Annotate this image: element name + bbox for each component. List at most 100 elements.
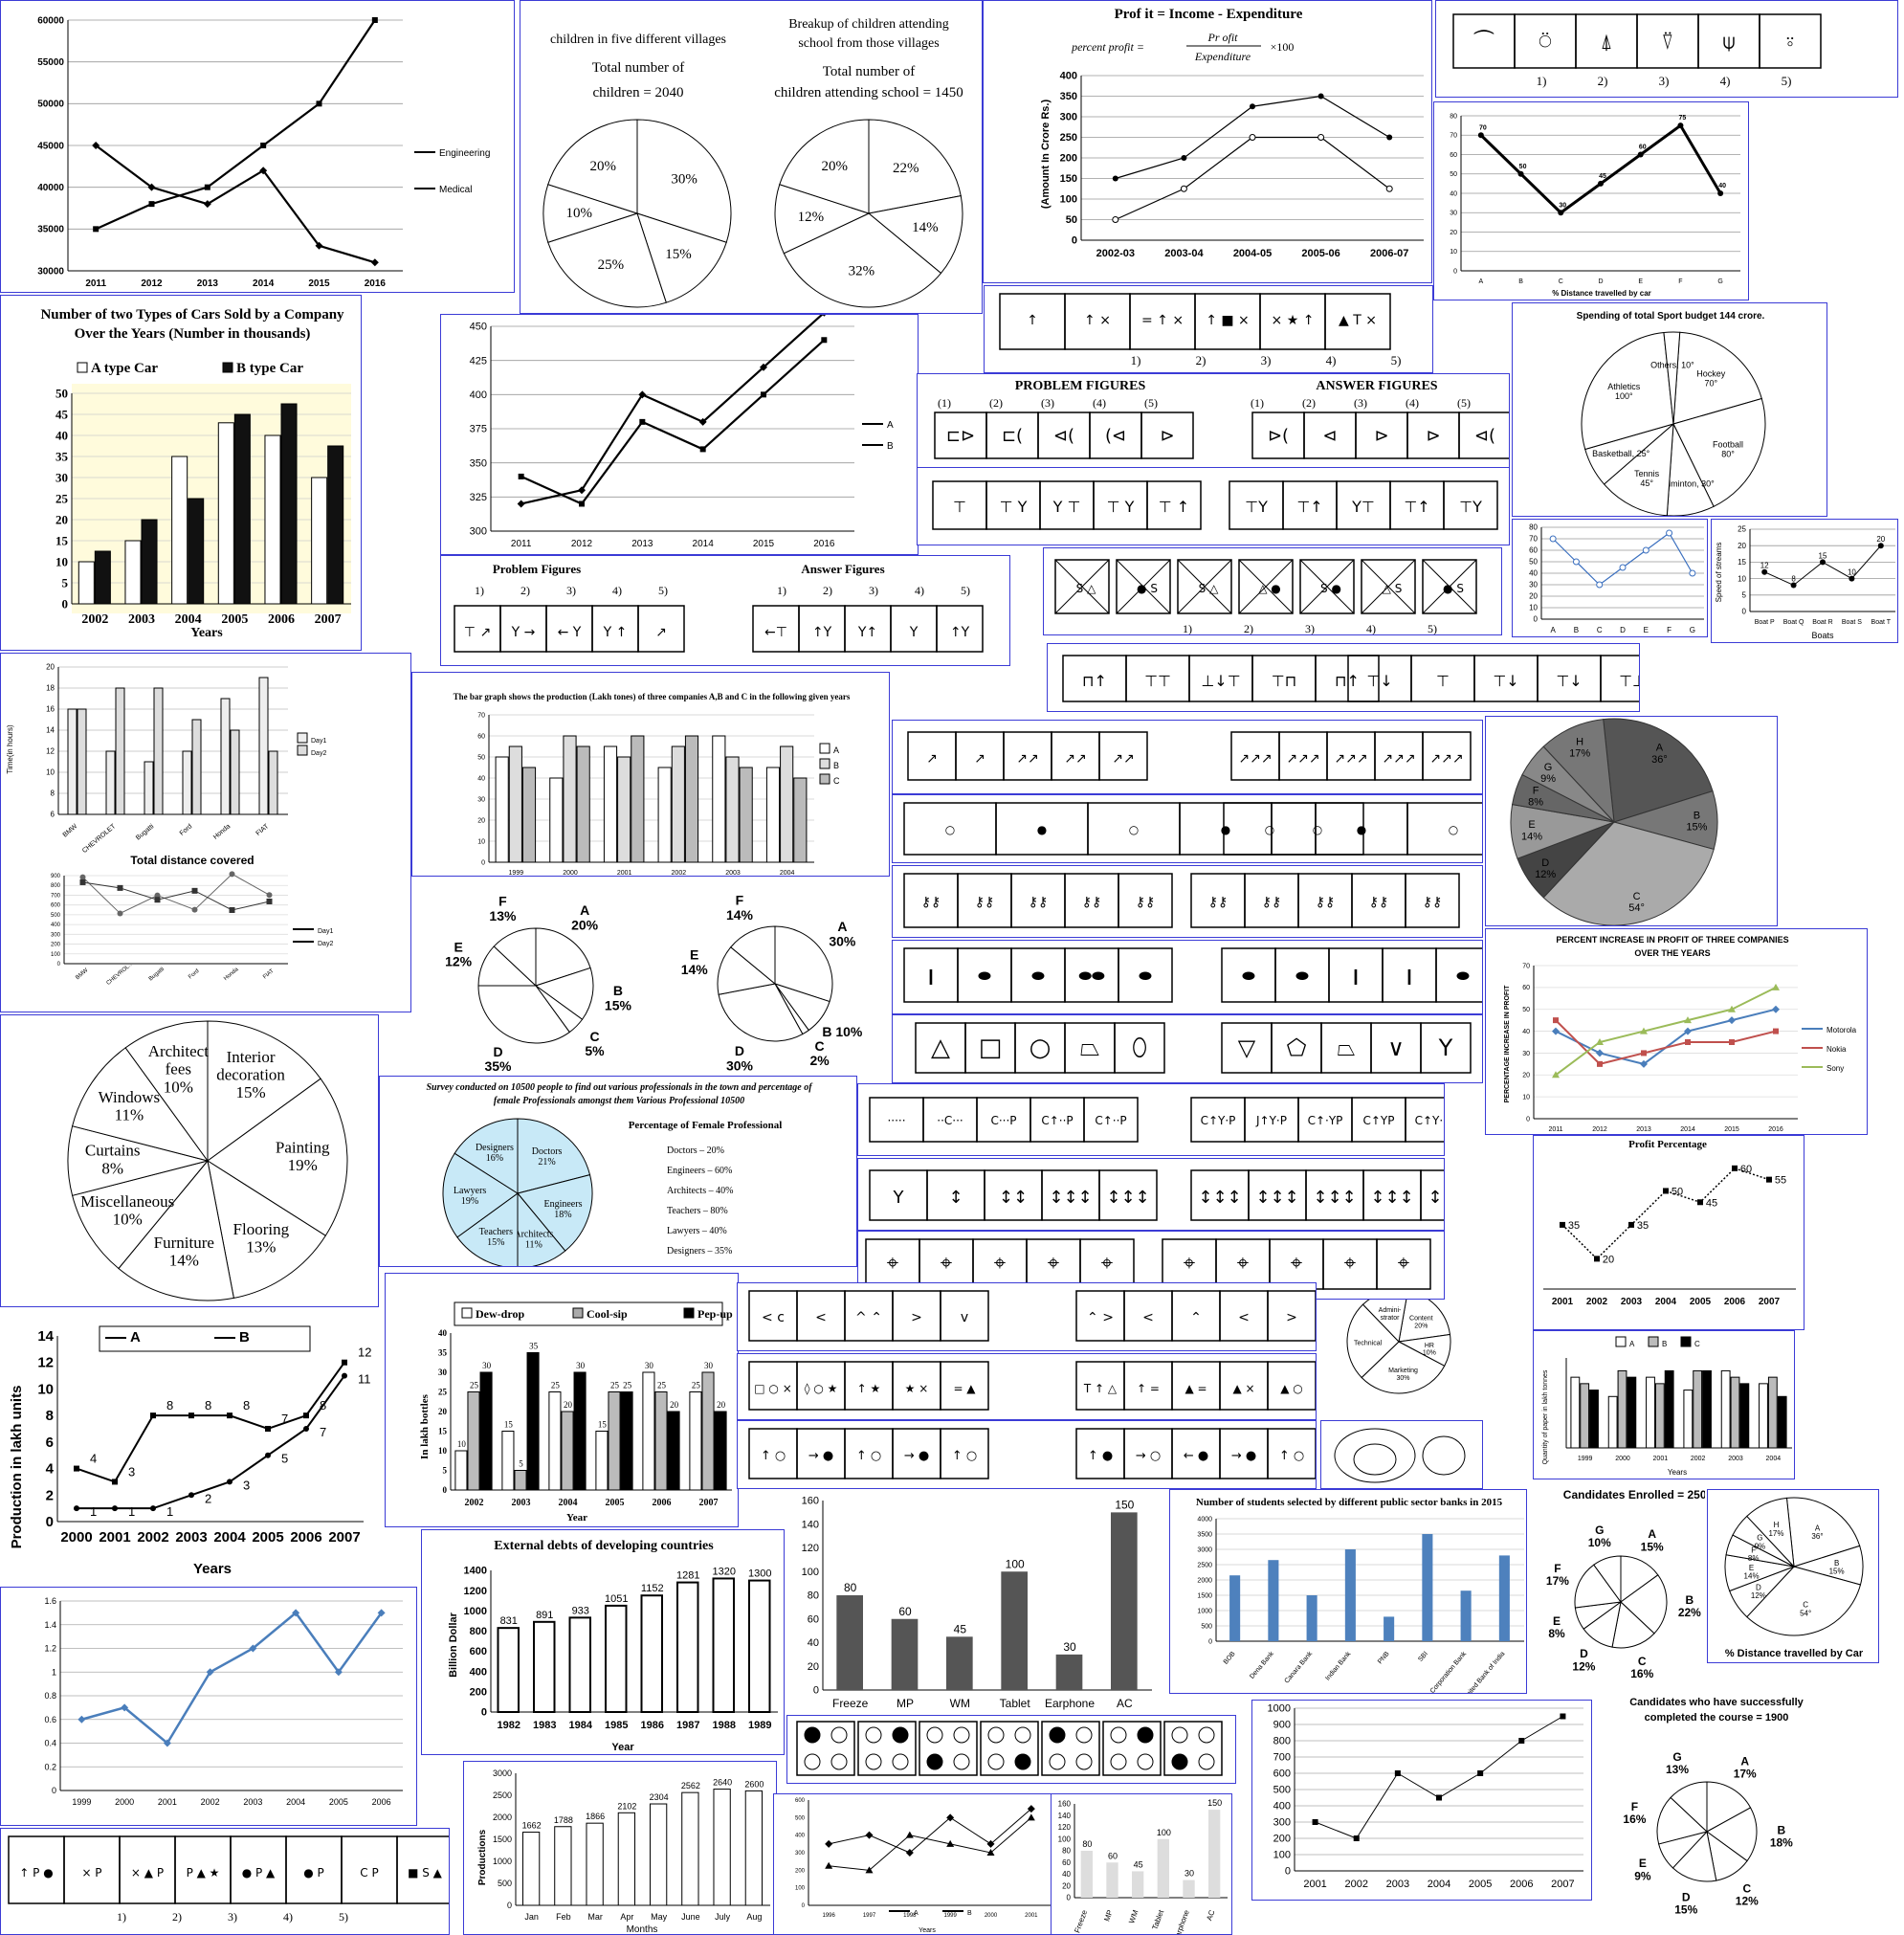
y-tick-label: 25 [1738, 525, 1746, 534]
x-tick-label: 2002-03 [1096, 248, 1135, 259]
pie-title: Breakup of children attending [788, 17, 949, 32]
pie-slice-label: B 15% [1829, 1559, 1845, 1576]
y-axis-title: PERCENTAGE INCREASE IN PROFIT [1504, 985, 1511, 1102]
x-tick-label: 2004 [1428, 1879, 1450, 1890]
figure-symbol: ⬬ [978, 967, 991, 985]
data-point [1027, 1813, 1035, 1821]
figure-number: 1) [1131, 353, 1141, 367]
figure-symbol: ● S [1443, 582, 1464, 595]
data-point [1640, 1059, 1648, 1068]
figure-symbol: △ ● [1258, 582, 1281, 595]
x-tick-label: 2007 [699, 1498, 719, 1508]
y-tick-label: 0 [443, 1485, 448, 1495]
y-tick-label: 1400 [464, 1566, 487, 1577]
figure-symbol: □ [979, 1034, 1003, 1062]
table-title: Percentage of Female Professional [629, 1120, 783, 1131]
figure-line [1116, 559, 1171, 614]
data-point [265, 1426, 271, 1432]
chart-title: Over the Years (Number in thousands) [75, 326, 311, 342]
x-tick-label: 2003 [243, 1797, 262, 1807]
chart-distance-pie: A 36° B 15% C 54° D 12% E 14% F 8% G 9% H 17% % Distance… [1707, 1489, 1879, 1663]
figure-circle [926, 1726, 943, 1744]
x-tick-label: 2004 [175, 612, 202, 627]
y-tick-label: 2000 [493, 1813, 512, 1822]
data-point [1666, 529, 1673, 537]
data-point [1027, 1805, 1035, 1813]
legend-label: Day1 [318, 928, 333, 935]
figure-symbol: ↑ ○ [856, 1449, 881, 1463]
y-tick-label: 25 [55, 491, 69, 505]
x-tick-label: 2015 [753, 539, 775, 549]
figure-symbol: ⊤⊥ [1619, 672, 1640, 690]
pie-slice-label: Curtains 8% [85, 1142, 141, 1178]
figure-symbol: ⬬ [1139, 967, 1152, 985]
figure-symbol: ⊤ ↑ [1159, 498, 1189, 516]
x-axis-title: Year [566, 1512, 587, 1524]
pie-slice-label: 15% [665, 247, 692, 262]
figure-box [1435, 947, 1482, 1003]
figure-symbol: ⌖ [1048, 1252, 1059, 1276]
pie-slice-label: Others, 10° [1650, 361, 1694, 370]
data-label: 1 [90, 1504, 97, 1519]
data-point [1640, 1027, 1648, 1034]
x-tick-label: 2007 [1759, 1297, 1781, 1307]
figure-box [396, 1835, 449, 1904]
pie-slice-label: E 14% [1744, 1564, 1760, 1581]
x-tick-label: Bugatti [135, 823, 156, 842]
data-point [825, 1861, 833, 1869]
pie-slice [1663, 331, 1681, 425]
figure-circle [804, 1726, 821, 1744]
x-tick-label: 2012 [1592, 1126, 1607, 1133]
data-label: 20 [1876, 535, 1885, 544]
data-point [342, 1372, 347, 1379]
pie-slice [517, 1118, 591, 1194]
pie-slice [1746, 1497, 1795, 1568]
bar-value-label: 100 [1157, 1828, 1171, 1837]
x-tick-label: G [1690, 626, 1695, 634]
y-tick-label: 30 [477, 796, 485, 803]
puzzle-squares-stars: □ ○ × ◊ ○ ★ ↑ ★ ★ × = ▲ T ↑ △ ↑ = ▲ = ▲ × ▲ ○ [737, 1353, 1317, 1420]
table-row: Lawyers – 40% [667, 1226, 727, 1236]
y-tick-label: 0 [46, 1514, 54, 1530]
bar [495, 756, 509, 863]
figure-symbol: ⌃ [1190, 1310, 1202, 1325]
figure-symbol: ⊤⊤ [1144, 672, 1171, 690]
figure-box [1118, 873, 1173, 928]
data-point [1386, 134, 1393, 141]
chart-line-1999-2006: 0 0.2 0.4 0.6 0.8 1 1.2 1.4 1.6 1999 2000 2001 2002 2… [0, 1587, 417, 1826]
bar [1132, 1871, 1144, 1898]
figure-number: 4) [1366, 622, 1376, 635]
x-tick-label: Feb [556, 1912, 571, 1922]
bar [1730, 1376, 1740, 1449]
legend-label: Sony [1827, 1064, 1844, 1073]
data-label: 1 [166, 1504, 173, 1519]
x-tick-label: 2002 [201, 1797, 220, 1807]
x-tick-label: 2004 [1766, 1456, 1782, 1462]
figure-circle [1014, 1753, 1031, 1770]
x-tick-label: Tablet [1150, 1908, 1165, 1931]
bar-value-label: 10 [457, 1439, 467, 1449]
y-tick-label: 0 [813, 1685, 819, 1697]
x-tick-label: CHEVROLET [81, 823, 118, 855]
x-tick-label: 2013 [197, 278, 219, 289]
figure-symbol: ⊤ [1436, 672, 1450, 690]
y-tick-label: 160 [1058, 1800, 1072, 1809]
bar [280, 403, 298, 605]
pie-slice [1706, 1781, 1752, 1833]
figure-box [919, 1721, 978, 1776]
figure-symbol: ⬯ [1132, 1034, 1147, 1062]
y-tick-label: 45 [55, 407, 69, 421]
legend-swatch [819, 758, 830, 769]
figure-symbol: ↑ ○ [952, 1449, 977, 1463]
data-point [1552, 1071, 1560, 1079]
legend-label: Day2 [318, 941, 333, 947]
y-tick-label: 40 [1450, 190, 1457, 197]
x-tick-label: Tablet [1000, 1697, 1031, 1710]
figure-symbol: △ S [1383, 582, 1403, 595]
x-tick-label: 2003 [512, 1498, 531, 1508]
y-tick-label: 500 [51, 913, 61, 919]
bar [1183, 1879, 1195, 1898]
pie-slice-label: E 14% [681, 947, 709, 977]
figure-symbol: ⊤↓ [1366, 672, 1392, 690]
pie-slice [730, 925, 776, 986]
